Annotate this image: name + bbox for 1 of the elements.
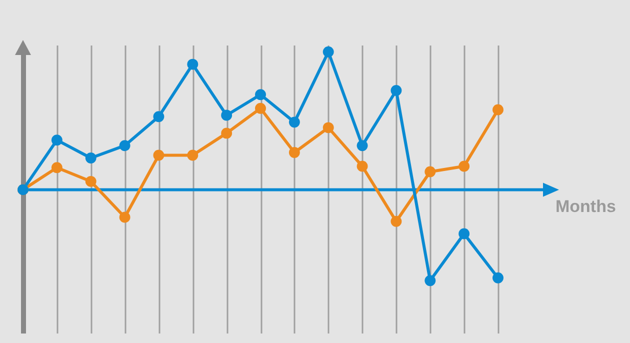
x-axis-title: Months	[556, 197, 616, 216]
